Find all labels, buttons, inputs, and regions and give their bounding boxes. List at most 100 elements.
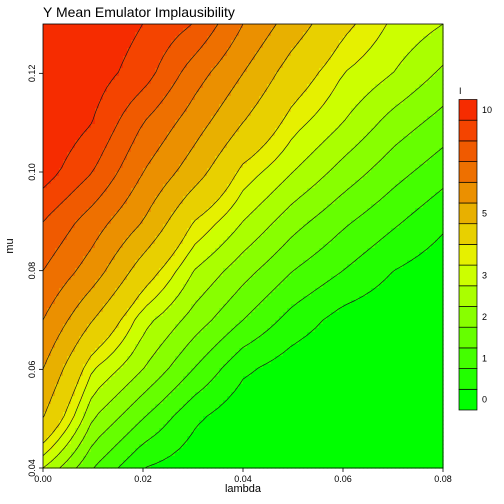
contour-cell — [195, 308, 200, 313]
contour-cell — [147, 76, 152, 81]
contour-cell — [147, 448, 152, 453]
contour-cell — [147, 72, 152, 77]
contour-cell — [199, 424, 204, 429]
contour-cell — [167, 32, 172, 37]
contour-cell — [163, 320, 168, 325]
contour-cell — [215, 180, 220, 185]
contour-cell — [203, 264, 208, 269]
contour-cell — [211, 352, 216, 357]
contour-cell — [191, 348, 196, 353]
contour-cell — [167, 404, 172, 409]
contour-cell — [179, 388, 184, 393]
contour-cell — [127, 432, 132, 437]
contour-cell — [127, 376, 132, 381]
contour-cell — [191, 308, 196, 313]
contour-cell — [99, 152, 104, 157]
contour-cell — [55, 228, 60, 233]
contour-cell — [99, 460, 104, 465]
contour-cell — [147, 340, 152, 345]
contour-cell — [91, 376, 96, 381]
contour-cell — [83, 60, 88, 65]
contour-cell — [115, 432, 120, 437]
contour-cell — [91, 228, 96, 233]
contour-cell — [159, 428, 164, 433]
contour-cell — [143, 216, 148, 221]
contour-cell — [63, 440, 68, 445]
contour-cell — [167, 192, 172, 197]
contour-cell — [151, 52, 156, 57]
contour-cell — [139, 180, 144, 185]
contour-cell — [67, 272, 72, 277]
contour-cell — [79, 236, 84, 241]
contour-cell — [83, 80, 88, 85]
contour-cell — [55, 408, 60, 413]
contour-cell — [71, 32, 76, 37]
contour-cell — [59, 328, 64, 333]
contour-cell — [99, 404, 104, 409]
contour-cell — [163, 236, 168, 241]
contour-cell — [175, 412, 180, 417]
contour-cell — [179, 32, 184, 37]
contour-cell — [91, 380, 96, 385]
contour-cell — [103, 324, 108, 329]
contour-cell — [75, 184, 80, 189]
contour-cell — [95, 420, 100, 425]
contour-cell — [87, 184, 92, 189]
contour-cell — [207, 232, 212, 237]
contour-cell — [71, 24, 76, 29]
contour-cell — [203, 380, 208, 385]
contour-cell — [47, 368, 52, 373]
contour-cell — [155, 244, 160, 249]
contour-cell — [135, 452, 140, 457]
contour-cell — [127, 348, 132, 353]
contour-cell — [95, 136, 100, 141]
contour-cell — [55, 352, 60, 357]
contour-cell — [55, 220, 60, 225]
contour-cell — [99, 248, 104, 253]
contour-cell — [151, 196, 156, 201]
contour-cell — [203, 244, 208, 249]
contour-cell — [175, 292, 180, 297]
contour-cell — [215, 240, 220, 245]
contour-cell — [199, 268, 204, 273]
contour-cell — [171, 348, 176, 353]
contour-cell — [199, 184, 204, 189]
contour-cell — [211, 412, 216, 417]
contour-cell — [219, 424, 224, 429]
contour-cell — [83, 88, 88, 93]
contour-cell — [47, 244, 52, 249]
contour-cell — [87, 220, 92, 225]
contour-cell — [127, 336, 132, 341]
contour-cell — [79, 228, 84, 233]
contour-cell — [167, 204, 172, 209]
contour-cell — [67, 100, 72, 105]
contour-cell — [155, 40, 160, 45]
contour-cell — [43, 284, 48, 289]
contour-cell — [203, 228, 208, 233]
contour-cell — [203, 304, 208, 309]
contour-cell — [47, 416, 52, 421]
contour-cell — [163, 120, 168, 125]
contour-cell — [139, 228, 144, 233]
contour-cell — [167, 388, 172, 393]
contour-cell — [155, 204, 160, 209]
contour-cell — [51, 36, 56, 41]
contour-cell — [87, 344, 92, 349]
contour-cell — [131, 324, 136, 329]
contour-cell — [203, 408, 208, 413]
contour-cell — [127, 236, 132, 241]
contour-cell — [131, 412, 136, 417]
contour-cell — [131, 156, 136, 161]
contour-cell — [139, 268, 144, 273]
contour-cell — [91, 368, 96, 373]
contour-cell — [187, 416, 192, 421]
contour-cell — [51, 240, 56, 245]
contour-cell — [43, 264, 48, 269]
contour-cell — [203, 76, 208, 81]
contour-cell — [219, 420, 224, 425]
contour-cell — [183, 340, 188, 345]
contour-cell — [71, 276, 76, 281]
contour-cell — [175, 276, 180, 281]
contour-cell — [51, 192, 56, 197]
contour-cell — [119, 360, 124, 365]
